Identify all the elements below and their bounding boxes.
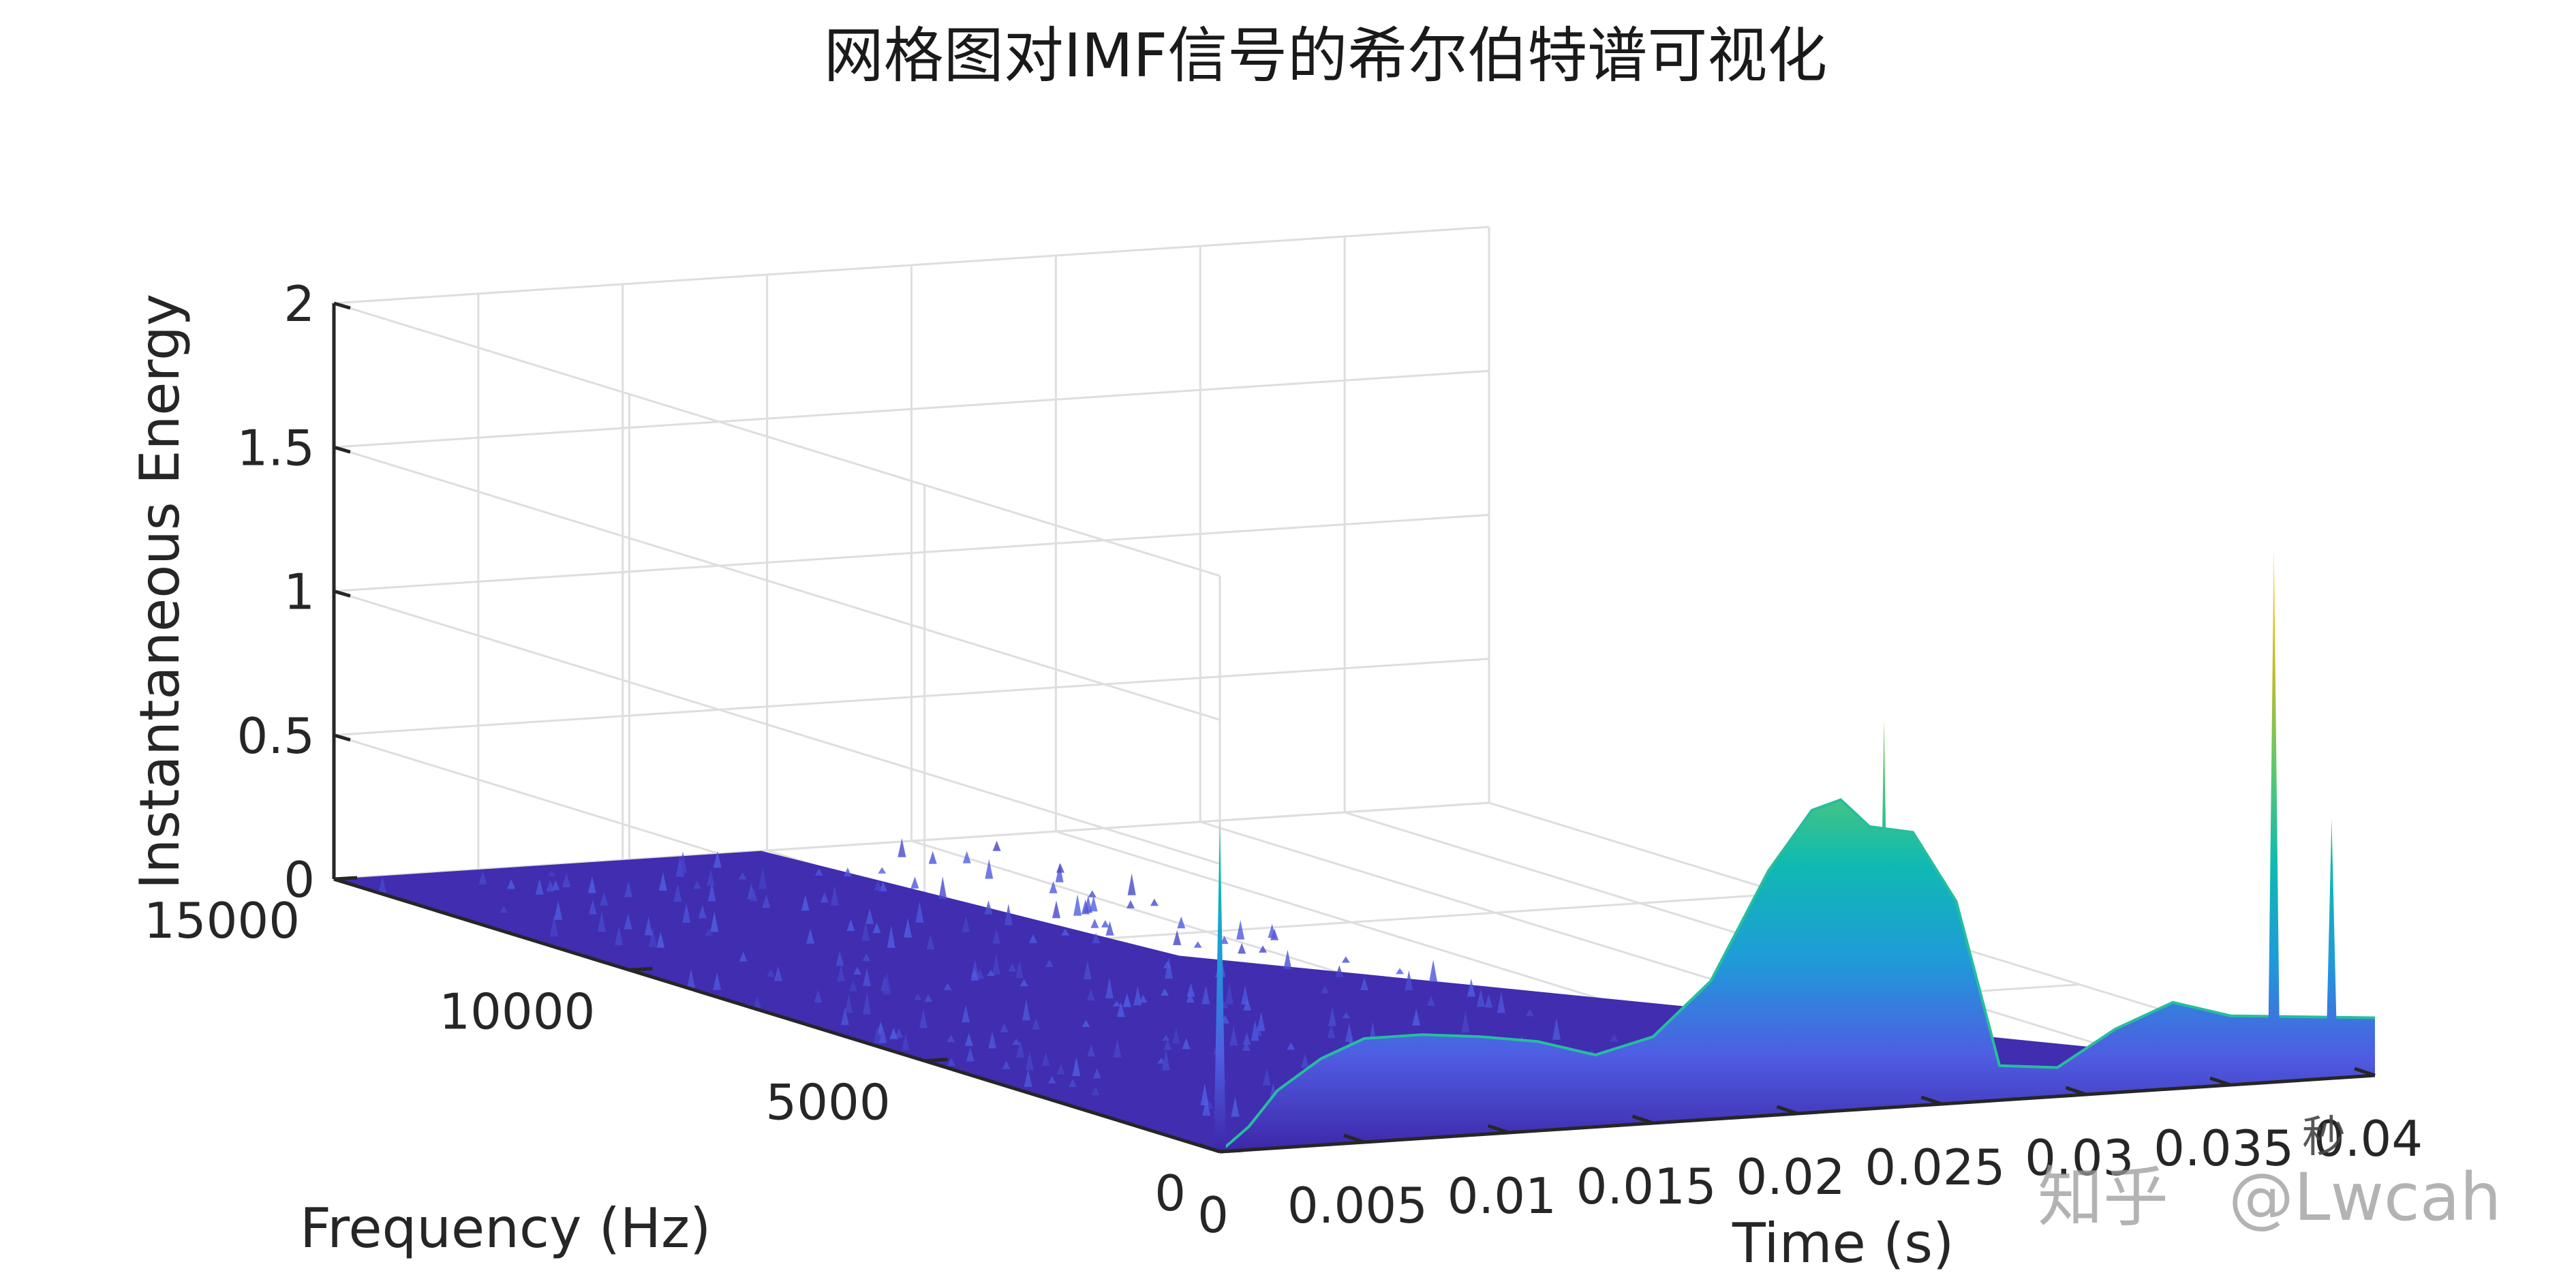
watermark-corner-label: 秒 <box>2302 1112 2346 1163</box>
z-axis-label: Instantaneous Energy <box>128 294 191 889</box>
energy-spike <box>2325 819 2338 1079</box>
watermark-brand: 知乎 <box>2038 1159 2168 1236</box>
y-tick-label: 5000 <box>765 1074 890 1131</box>
ridge-crest <box>1218 798 2376 1153</box>
energy-surface <box>334 549 2376 1153</box>
x-tick-label: 0 <box>1197 1186 1229 1244</box>
z-tick-label: 0.5 <box>236 707 315 765</box>
watermark-handle: @Lwcah <box>2228 1159 2501 1236</box>
z-tick-label: 1.5 <box>236 419 315 476</box>
y-axis-label: Frequency (Hz) <box>300 1197 711 1260</box>
y-tick-label: 10000 <box>439 983 595 1040</box>
y-tick-label: 15000 <box>144 892 300 949</box>
x-tick-label: 0.04 <box>2314 1110 2423 1167</box>
x-tick-label: 0.005 <box>1287 1177 1428 1234</box>
chart-title: 网格图对IMF信号的希尔伯特谱可视化 <box>824 20 1828 91</box>
x-tick-label: 0.02 <box>1736 1148 1845 1206</box>
z-tick-label: 0 <box>283 851 315 908</box>
x-axis-label: Time (s) <box>1732 1212 1954 1275</box>
x-tick-label: 0.025 <box>1865 1139 2005 1196</box>
z-tick-label: 2 <box>283 275 315 333</box>
energy-spike <box>1877 719 1890 1108</box>
y-tick-label: 0 <box>1154 1165 1186 1222</box>
x-tick-label: 0.03 <box>2025 1129 2134 1186</box>
z-tick-label: 1 <box>283 564 315 621</box>
y-axis-line <box>333 877 1221 1154</box>
energy-spike <box>2267 549 2280 1082</box>
ridge-curtain <box>1220 799 2375 1152</box>
x-tick-label: 0.015 <box>1576 1158 1717 1215</box>
x-tick-label: 0.01 <box>1447 1167 1557 1225</box>
x-tick-label: 0.035 <box>2153 1120 2294 1177</box>
energy-spike <box>1214 821 1226 1152</box>
